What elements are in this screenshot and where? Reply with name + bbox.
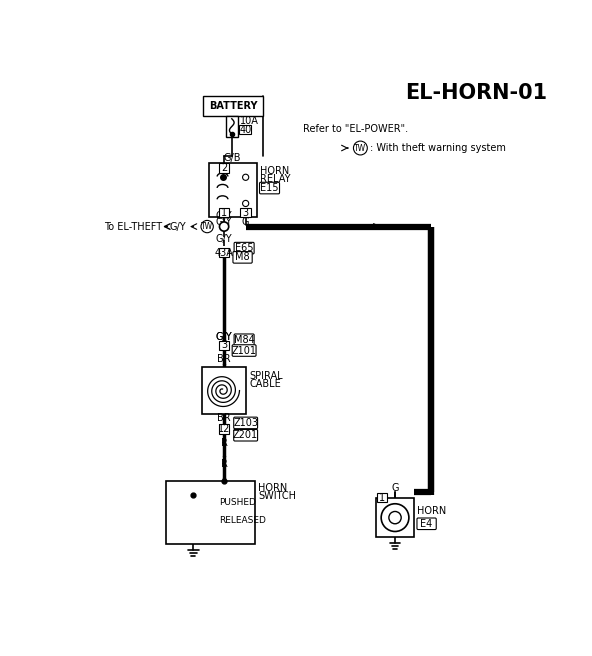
FancyBboxPatch shape: [232, 345, 256, 356]
Text: 43A: 43A: [215, 248, 233, 258]
Bar: [240, 208, 251, 217]
Circle shape: [381, 504, 409, 531]
Text: E65: E65: [235, 243, 253, 253]
Bar: [218, 248, 230, 257]
Text: 1: 1: [379, 493, 385, 502]
Text: G: G: [391, 483, 399, 493]
Text: R: R: [221, 459, 227, 469]
Text: BR: BR: [217, 413, 231, 423]
Text: SWITCH: SWITCH: [258, 491, 296, 501]
Text: Z103: Z103: [233, 418, 258, 428]
Bar: [376, 499, 414, 537]
Circle shape: [220, 222, 229, 231]
Text: 40: 40: [239, 125, 252, 134]
Bar: [202, 367, 246, 415]
Bar: [377, 493, 387, 502]
Text: E4: E4: [420, 519, 433, 529]
Text: HORN: HORN: [258, 483, 287, 493]
Text: CABLE: CABLE: [249, 379, 281, 388]
Text: G/Y: G/Y: [215, 211, 233, 221]
FancyBboxPatch shape: [233, 252, 252, 263]
Text: 1: 1: [221, 208, 227, 218]
Text: 10A: 10A: [240, 116, 259, 126]
Text: R: R: [221, 438, 227, 448]
Text: PUSHED: PUSHED: [220, 498, 256, 506]
Text: TW: TW: [355, 144, 366, 152]
Text: M84: M84: [234, 335, 255, 345]
Text: E15: E15: [260, 183, 279, 193]
Text: G/Y: G/Y: [215, 234, 233, 244]
Bar: [218, 208, 230, 217]
Text: HORN: HORN: [260, 166, 289, 176]
FancyBboxPatch shape: [234, 430, 258, 441]
Text: SPIRAL: SPIRAL: [249, 371, 283, 381]
Bar: [203, 96, 263, 115]
Circle shape: [243, 174, 249, 180]
Circle shape: [353, 141, 367, 155]
Text: Z101: Z101: [231, 346, 256, 356]
Text: G/Y: G/Y: [169, 222, 186, 232]
Circle shape: [243, 200, 249, 207]
FancyBboxPatch shape: [259, 182, 279, 194]
FancyBboxPatch shape: [234, 417, 258, 428]
Bar: [210, 163, 257, 217]
Bar: [218, 163, 230, 173]
Text: HORN: HORN: [417, 506, 446, 516]
Text: G/Y: G/Y: [215, 333, 233, 342]
Text: TW: TW: [201, 222, 213, 231]
Text: G: G: [242, 217, 249, 227]
Text: G/B: G/B: [223, 153, 240, 163]
Text: BR: BR: [217, 354, 231, 364]
Bar: [226, 115, 237, 137]
Circle shape: [389, 512, 401, 523]
Text: BATTERY: BATTERY: [209, 100, 258, 111]
Text: 3: 3: [221, 340, 227, 350]
Text: G/Y: G/Y: [215, 333, 233, 342]
Bar: [166, 481, 255, 544]
Text: M8: M8: [235, 253, 250, 262]
FancyBboxPatch shape: [417, 518, 436, 529]
Text: 2: 2: [221, 163, 227, 173]
Text: Refer to "EL-POWER".: Refer to "EL-POWER".: [303, 124, 408, 134]
Bar: [239, 125, 252, 134]
FancyBboxPatch shape: [234, 334, 254, 346]
Text: Z201: Z201: [233, 430, 258, 440]
Text: 3: 3: [243, 208, 249, 218]
FancyBboxPatch shape: [234, 242, 254, 254]
Bar: [218, 424, 230, 434]
Text: 12: 12: [218, 424, 230, 434]
Text: RELAY: RELAY: [260, 174, 291, 184]
Text: G/Y: G/Y: [215, 217, 233, 227]
Text: : With theft warning system: : With theft warning system: [369, 143, 506, 153]
Text: To EL-THEFT: To EL-THEFT: [104, 222, 162, 232]
Circle shape: [201, 220, 213, 233]
Bar: [218, 340, 230, 350]
Text: RELEASED: RELEASED: [220, 516, 266, 525]
Text: EL-HORN-01: EL-HORN-01: [405, 83, 547, 102]
